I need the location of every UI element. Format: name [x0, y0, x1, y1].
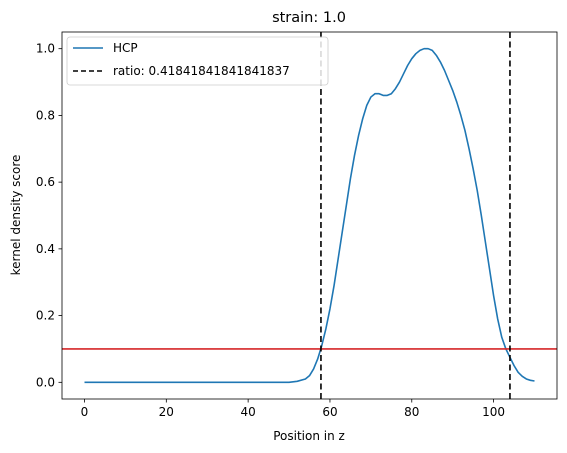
x-tick-label: 20: [159, 405, 174, 419]
x-axis-label: Position in z: [273, 429, 345, 443]
y-tick-label: 0.6: [36, 175, 55, 189]
x-tick-label: 60: [322, 405, 337, 419]
x-tick-label: 40: [240, 405, 255, 419]
legend-box: [66, 36, 329, 86]
x-tick-label: 0: [81, 405, 89, 419]
y-tick-label: 0.8: [36, 108, 55, 122]
y-axis-label: kernel density score: [9, 155, 23, 276]
y-tick-label: 0.4: [36, 242, 55, 256]
x-tick-label: 80: [404, 405, 419, 419]
x-tick-label: 100: [482, 405, 505, 419]
plot-area: [62, 32, 557, 399]
legend-hcp-label: HCP: [113, 41, 138, 55]
y-tick-label: 0.0: [36, 375, 55, 389]
axes-frame: [61, 31, 558, 400]
legend: HCP ratio: 0.41841841841841837: [66, 36, 329, 86]
y-tick-label: 1.0: [36, 42, 55, 56]
chart-title: strain: 1.0: [272, 10, 346, 26]
hcp-series-line: [84, 47, 535, 384]
legend-ratio-label: ratio: 0.41841841841841837: [113, 64, 290, 78]
y-tick-label: 0.2: [36, 309, 55, 323]
axis-ticks: 0 20 40 60 80 100 0.0 0.2 0.4 0.6 0.8 1.0: [36, 42, 505, 419]
